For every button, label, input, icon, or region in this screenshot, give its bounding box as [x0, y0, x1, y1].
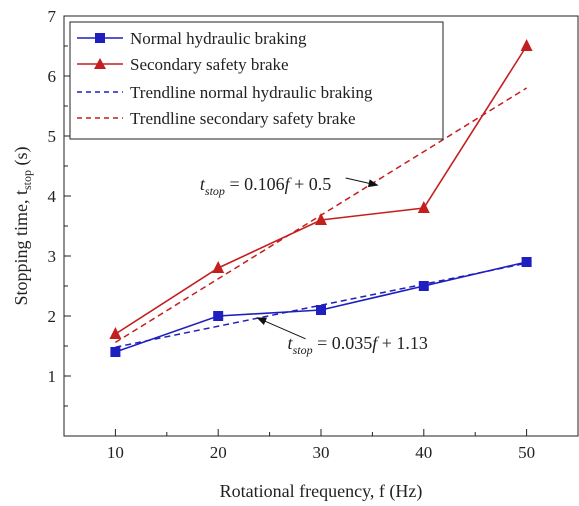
y-tick-label: 1	[48, 367, 57, 386]
eq-normal-arrow	[256, 317, 306, 340]
series-layer	[109, 39, 533, 357]
eq-secondary-lhs-sub: stop	[205, 184, 225, 198]
eq-normal-tail: + 1.13	[377, 333, 428, 353]
y-tick-label: 2	[48, 307, 57, 326]
data-point-normal	[316, 305, 326, 315]
legend-label-trend-normal: Trendline normal hydraulic braking	[130, 83, 373, 102]
eq-normal-rhs: = 0.035	[313, 333, 373, 353]
y-tick-label: 7	[48, 7, 57, 26]
eq-secondary-label: tstop = 0.106f + 0.5	[200, 174, 331, 198]
eq-secondary-arrow	[345, 177, 379, 188]
y-axis-title-sub: stop	[20, 170, 34, 190]
y-axis-title-main: Stopping time, t	[11, 190, 31, 306]
legend-label-secondary: Secondary safety brake	[130, 55, 289, 74]
legend-marker-normal	[95, 33, 105, 43]
eq-normal-lhs-sub: stop	[293, 343, 313, 357]
data-point-secondary	[315, 213, 327, 225]
y-tick-label: 6	[48, 67, 57, 86]
eq-normal-lhs: t	[288, 333, 294, 353]
x-axis-title: Rotational frequency, f (Hz)	[220, 481, 423, 502]
data-point-normal	[521, 257, 532, 267]
data-point-normal	[110, 347, 121, 357]
x-tick-label: 20	[210, 443, 227, 462]
y-axis-title: Stopping time, tstop (s)	[11, 146, 34, 305]
legend-label-trend-secondary: Trendline secondary safety brake	[130, 109, 356, 128]
data-point-secondary	[109, 327, 122, 339]
y-tick-label: 4	[48, 187, 57, 206]
legend-marker-secondary	[94, 58, 106, 69]
y-axis-title-unit: (s)	[11, 146, 32, 170]
x-tick-label: 30	[313, 443, 330, 462]
x-tick-label: 50	[518, 443, 535, 462]
eq-secondary-rhs: = 0.106	[225, 174, 285, 194]
x-tick-label: 10	[107, 443, 124, 462]
eq-normal-label: tstop = 0.035f + 1.13	[288, 333, 428, 357]
eq-secondary-tail: + 0.5	[290, 174, 332, 194]
data-point-secondary	[417, 201, 430, 213]
data-point-normal	[213, 311, 224, 321]
legend-label-normal: Normal hydraulic braking	[130, 29, 307, 48]
y-tick-label: 3	[48, 247, 57, 266]
eq-secondary-var: f	[285, 174, 293, 194]
data-point-normal	[418, 281, 429, 291]
eq-secondary-lhs: t	[200, 174, 206, 194]
y-tick-label: 5	[48, 127, 57, 146]
data-point-secondary	[520, 39, 533, 51]
legend-box	[69, 21, 444, 140]
data-point-secondary	[212, 261, 225, 273]
eq-normal-var: f	[372, 333, 380, 353]
axis-ticks: 10 20 30 40 50 1 2 3 4 5 6 7	[48, 7, 579, 462]
legend: Normal hydraulic braking Secondary safet…	[69, 21, 444, 140]
x-tick-label: 40	[415, 443, 432, 462]
